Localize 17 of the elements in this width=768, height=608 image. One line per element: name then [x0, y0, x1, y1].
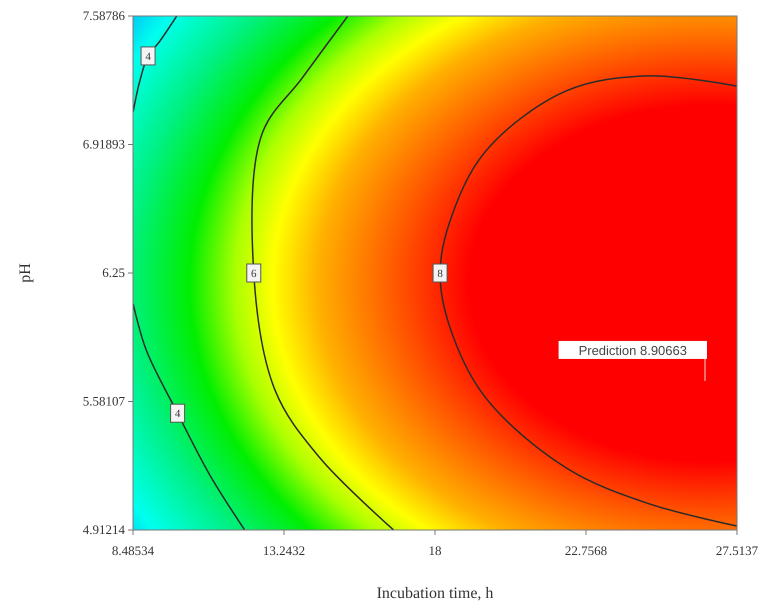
x-tick-label: 18: [428, 543, 442, 558]
text: 4: [145, 50, 151, 63]
y-tick-label: 6.91893: [82, 136, 125, 152]
series-label: 8: [437, 268, 444, 280]
series-label: 4: [174, 408, 181, 420]
series-label: 6: [251, 268, 258, 280]
x-tick-label: 27.5137: [716, 543, 759, 558]
y-tick-label: 6.25: [102, 265, 125, 280]
x-tick-label: 13.2432: [262, 543, 306, 558]
x-axis-title: Incubation time, h: [376, 585, 494, 602]
y-tick-label: 5.58107: [82, 394, 126, 408]
y-tick-label: 7.58786: [82, 8, 126, 23]
x-tick-label: 22.7568: [564, 543, 608, 558]
y-tick-label: 4.91214: [82, 522, 126, 537]
y-axis-title: pH: [17, 262, 34, 283]
annotation: Prediction 8.90663: [578, 342, 687, 358]
x-tick-label: 8.48534: [112, 543, 155, 558]
